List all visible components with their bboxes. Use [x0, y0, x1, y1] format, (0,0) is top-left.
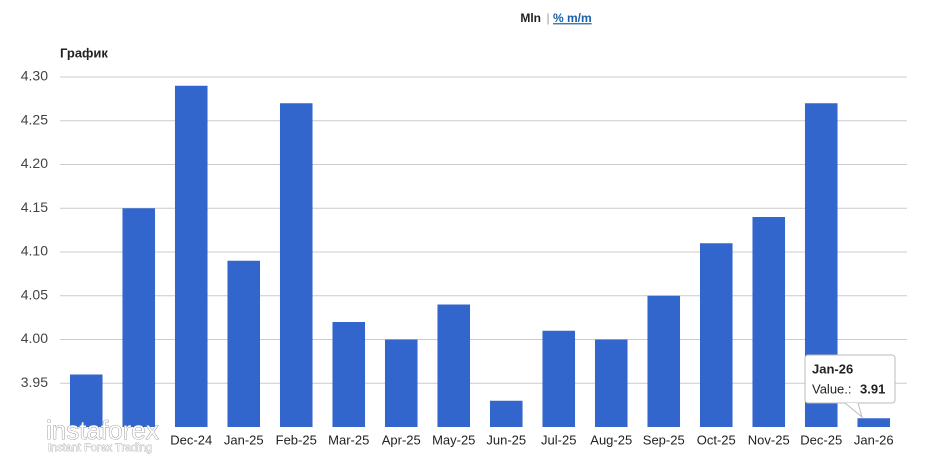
- bar: [542, 330, 576, 427]
- x-tick-label: Jun-25: [486, 432, 526, 447]
- bar: [857, 418, 891, 427]
- bar: [384, 339, 418, 427]
- y-tick-label: 4.15: [21, 199, 48, 215]
- y-tick-label: 4.00: [21, 330, 48, 346]
- tooltip-pointer: [844, 402, 863, 419]
- tooltip-category: Jan-26: [812, 361, 853, 376]
- logo-tagline: Instant Forex Trading: [48, 442, 152, 454]
- toggle-link[interactable]: % m/m: [553, 11, 592, 25]
- logo-text: instaforex: [46, 415, 159, 445]
- x-tick-label: Aug-25: [590, 432, 632, 447]
- logo: instaforex Instant Forex Trading: [7, 415, 159, 454]
- x-tick-label: Oct-25: [697, 432, 736, 447]
- bar: [332, 322, 366, 427]
- y-tick-label: 4.20: [21, 155, 48, 171]
- bar: [174, 85, 208, 427]
- x-tick-label: Nov-25: [748, 432, 790, 447]
- x-tick-label: May-25: [432, 432, 475, 447]
- tooltip-label: Value.:: [812, 381, 852, 396]
- logo-icon: [7, 415, 41, 449]
- x-tick-label: Dec-25: [800, 432, 842, 447]
- x-tick-label: Jul-25: [541, 432, 576, 447]
- tooltip: Jan-26 Value.: 3.91: [804, 354, 896, 419]
- bar: [647, 295, 681, 427]
- bar: [69, 374, 103, 427]
- y-tick-label: 3.95: [21, 374, 48, 390]
- x-tick-label: Sep-25: [643, 432, 685, 447]
- x-tick-label: Jan-26: [854, 432, 894, 447]
- bar: [279, 103, 313, 427]
- x-tick-label: Apr-25: [382, 432, 421, 447]
- bar: [594, 339, 628, 427]
- bar: [699, 243, 733, 427]
- x-tick-label: Feb-25: [276, 432, 317, 447]
- plot-area: 3.95 4.00 4.05 4.10 4.15 4.20 4.25 4.30 Dec-24 Ja…: [21, 68, 907, 447]
- x-tick-label: Jan-25: [224, 432, 264, 447]
- separator: |: [546, 11, 549, 25]
- bar: [227, 260, 261, 427]
- chart-title: График: [60, 45, 108, 60]
- y-tick-label: 4.05: [21, 286, 48, 302]
- bar: [752, 217, 786, 427]
- bar: [122, 208, 156, 427]
- y-tick-label: 4.30: [21, 68, 48, 84]
- y-tick-label: 4.25: [21, 111, 48, 127]
- x-tick-label: Dec-24: [170, 432, 212, 447]
- tooltip-value: 3.91: [860, 381, 885, 396]
- units-label: Mln: [520, 11, 541, 25]
- bar: [437, 304, 471, 427]
- y-tick-label: 4.10: [21, 243, 48, 259]
- x-tick-label: Mar-25: [328, 432, 369, 447]
- bar: [489, 400, 523, 427]
